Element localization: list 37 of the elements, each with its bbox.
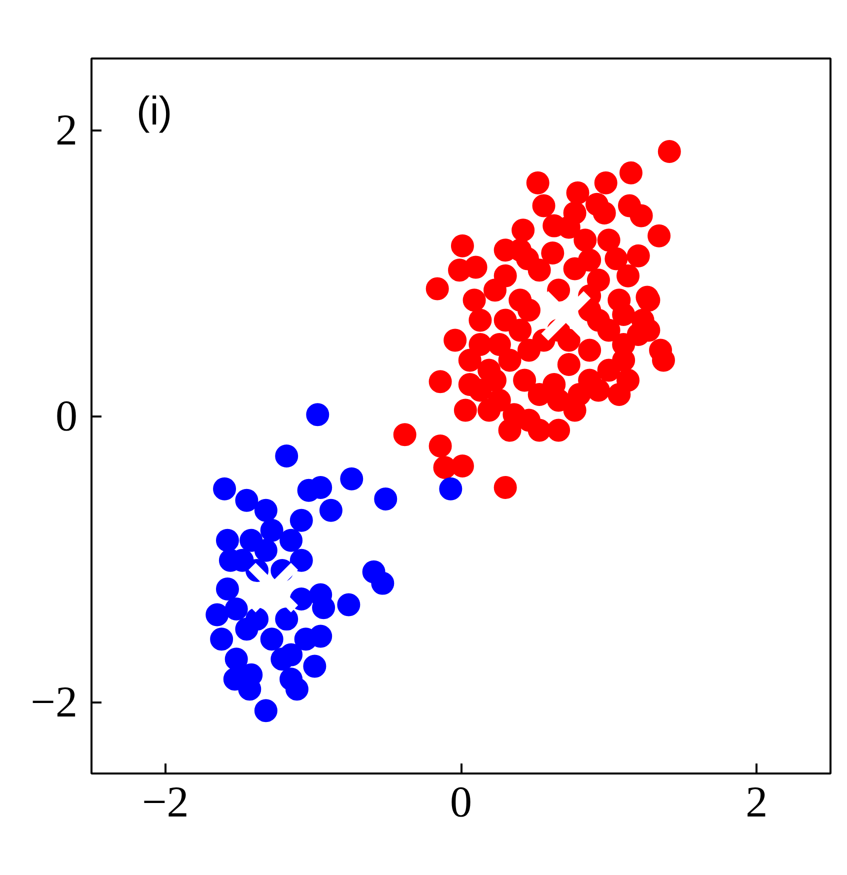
- annotation: (i): [136, 90, 172, 134]
- point: [210, 628, 234, 651]
- point: [254, 538, 278, 562]
- point: [275, 608, 298, 631]
- x-tick-label: −2: [142, 778, 189, 826]
- point: [247, 561, 300, 614]
- point: [303, 654, 326, 678]
- x-tick-label: 0: [450, 778, 472, 826]
- point: [216, 578, 239, 601]
- point: [306, 403, 330, 426]
- point: [275, 444, 298, 468]
- point: [319, 498, 342, 522]
- point: [254, 699, 278, 722]
- y-tick-label: 0: [56, 392, 78, 440]
- point: [374, 487, 398, 510]
- point: [371, 572, 394, 595]
- x-tick-label: 2: [746, 778, 768, 826]
- point: [290, 548, 313, 572]
- point: [340, 467, 364, 490]
- point: [213, 477, 236, 500]
- point: [260, 628, 284, 651]
- point: [337, 593, 360, 616]
- point: [235, 488, 258, 512]
- point: [224, 598, 248, 621]
- point: [290, 508, 313, 532]
- point: [260, 518, 284, 542]
- point: [280, 528, 303, 552]
- point: [540, 290, 592, 342]
- point: [285, 678, 308, 701]
- point: [254, 498, 278, 522]
- point: [216, 528, 239, 552]
- y-tick-label: 2: [56, 106, 78, 154]
- point: [246, 608, 269, 631]
- y-tick-label: −2: [30, 678, 78, 726]
- point: [439, 477, 462, 500]
- point: [224, 648, 248, 671]
- point: [206, 603, 229, 626]
